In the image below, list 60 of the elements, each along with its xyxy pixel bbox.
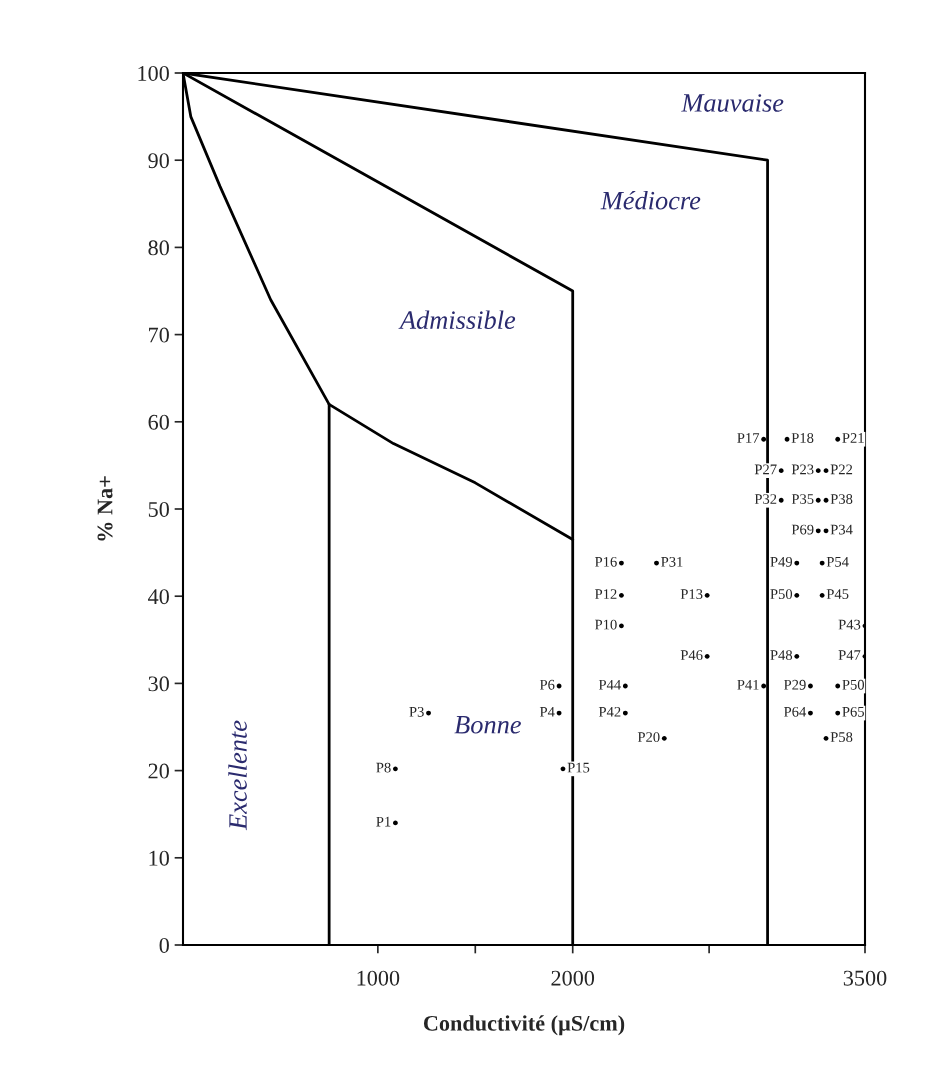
x-tick-label: 3500 [843,970,887,986]
y-tick-label: 30 [148,676,169,692]
data-label: P41 [737,679,759,690]
y-tick-label: 20 [148,763,169,779]
data-label: P54 [826,556,849,567]
annotation: Excellente [228,720,247,831]
data-label: P15 [567,762,590,773]
x-tick-label: 2000 [551,970,595,986]
data-label: P48 [770,650,793,661]
annotation: Admissible [398,310,516,330]
data-label: P27 [754,464,777,475]
annotation: Mauvaise [681,94,784,112]
data-label: P50 [770,589,793,599]
data-label: P1 [376,816,391,827]
data-label: P3 [409,706,424,717]
data-label: P50 [842,679,865,690]
data-label: P4 [539,706,555,717]
data-label: P65 [842,706,865,717]
data-label: P13 [680,589,703,599]
y-tick-label: 60 [148,414,169,430]
annotation: Médiocre [600,190,701,210]
data-label: P12 [594,589,617,599]
y-tick-label: 0 [159,937,169,953]
annotation: Bonne [454,716,521,734]
data-label: P20 [637,732,660,742]
data-label: P69 [791,524,814,535]
data-label: P64 [784,706,807,717]
data-label: P34 [830,524,853,535]
data-label: P10 [594,619,617,630]
y-axis-title: % Na+ [97,476,113,541]
data-label: P44 [598,679,621,690]
data-label: P58 [830,732,853,742]
y-tick-label: 10 [149,850,169,866]
data-label: P6 [539,679,555,690]
data-label: P45 [826,589,849,599]
data-label: P31 [661,556,683,567]
data-label: P17 [737,433,760,443]
x-tick-label: 1000 [357,970,400,986]
data-label: P47 [838,650,861,660]
x-axis-title: Conductivité (µS/cm) [423,1015,625,1036]
y-tick-label: 90 [148,153,169,169]
data-label: P29 [784,679,806,690]
y-tick-label: 100 [138,65,169,81]
data-label: P16 [594,556,617,567]
data-label: P49 [770,556,793,567]
data-label: P23 [791,464,814,475]
data-label: P22 [830,464,853,475]
data-label: P21 [842,433,864,443]
data-label: P46 [680,650,703,661]
y-tick-label: 80 [148,240,169,256]
y-tick-label: 70 [149,327,169,343]
data-label: P32 [754,494,777,504]
data-label: P8 [376,762,391,773]
y-tick-label: 50 [148,501,169,517]
y-tick-label: 40 [148,589,169,605]
data-label: P38 [830,494,853,504]
data-label: P18 [791,433,814,443]
data-label: P35 [791,494,814,504]
data-label: P43 [838,619,861,630]
data-label: P42 [598,706,621,717]
